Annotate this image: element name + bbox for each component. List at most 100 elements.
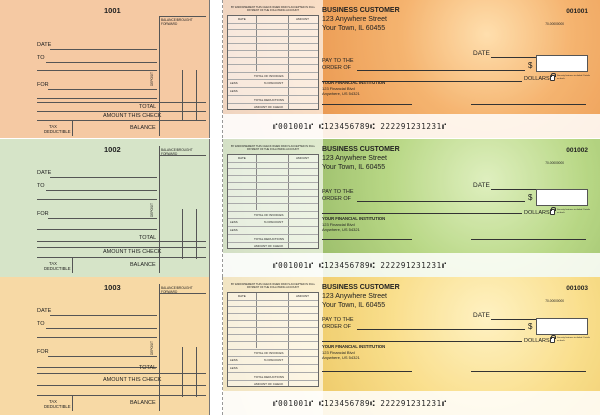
payee-line[interactable] [357,329,525,330]
business-name: BUSINESS CUSTOMER [322,284,400,291]
divider [159,16,160,120]
check-row-2: 1002 BALANCE/BROUGHT FORWARD DATE TO FOR… [0,139,600,277]
voucher-line [228,36,318,37]
signature-line[interactable] [471,371,586,372]
to-line[interactable] [46,328,157,329]
micr-line: ⑈001001⑈ ⑆123456789⑆ 222291231231⑈ [273,261,447,270]
date-line[interactable] [50,315,157,316]
check-date-line[interactable] [491,319,537,320]
less-label: LESS [230,81,238,85]
security-note: Security features included. Details on b… [557,209,591,214]
amount-words-line[interactable] [322,81,522,82]
divider [37,241,206,242]
dollar-sign: $ [528,61,533,70]
business-name: BUSINESS CUSTOMER [322,146,400,153]
to-line[interactable] [46,190,157,191]
signature-line[interactable] [471,239,586,240]
to-line-2[interactable] [37,337,157,338]
voucher-line [228,349,318,350]
voucher-line [228,306,318,307]
dollars-label: DOLLARS [524,338,550,344]
deposit-label: DEPOSIT [150,203,154,217]
deposit-label: DEPOSIT [150,72,154,86]
voucher-line [228,242,318,243]
divider [196,70,197,120]
for-line[interactable] [48,89,157,90]
divider [159,120,160,136]
for-label: FOR [37,211,49,217]
amount-box[interactable] [536,189,588,206]
pay-to-label: PAY TO THE ORDER OF [322,58,354,71]
micr-band [223,114,600,138]
divider [196,347,197,397]
less-label: LESS [230,89,238,93]
total-label: TOTAL [139,104,157,110]
date-line[interactable] [50,49,157,50]
voucher-table: DATE AMOUNT TOTAL OF INVOICES LESS % DIS… [227,154,319,249]
total-deductions-label: TOTAL DEDUCTIONS [254,237,284,241]
signature-line[interactable] [471,104,586,105]
to-label: TO [37,321,45,327]
check-date-line[interactable] [491,189,537,190]
amount-box[interactable] [536,318,588,335]
less-label: LESS [230,220,238,224]
voucher-line [228,50,318,51]
for-line[interactable] [48,356,157,357]
check-number: 001002 [566,147,588,154]
for-line[interactable] [48,218,157,219]
business-address-1: 123 Anywhere Street [322,293,387,300]
memo-line[interactable] [322,104,412,105]
voucher-line [228,334,318,335]
voucher-line [228,57,318,58]
amount-this-check-label: AMOUNT THIS CHECK [103,249,162,255]
voucher-header: BY ENDORSEMENT THIS CHECK WHEN PAID IS A… [230,6,316,12]
divider [72,395,73,411]
total-label: TOTAL [139,235,157,241]
for-line-2[interactable] [37,229,157,230]
amount-box[interactable] [536,55,588,72]
check-date-label: DATE [473,182,490,189]
check-date-label: DATE [473,50,490,57]
dollars-label: DOLLARS [524,76,550,82]
balance-label: BALANCE [130,262,156,268]
voucher-line [228,72,318,73]
business-address-2: Your Town, IL 60455 [322,25,386,32]
micr-band [223,253,600,277]
amount-words-line[interactable] [322,341,522,342]
voucher-amount-header: AMOUNT [296,294,309,298]
for-line-2[interactable] [37,98,157,99]
memo-line[interactable] [322,371,412,372]
divider [72,120,73,136]
check-stub: 1002 BALANCE/BROUGHT FORWARD DATE TO FOR… [0,139,210,277]
check-date-line[interactable] [491,57,537,58]
divider [159,284,160,397]
voucher-line [228,79,318,80]
payee-line[interactable] [357,201,525,202]
voucher-line [228,87,318,88]
amount-of-check-label: AMOUNT OF CHECK [254,244,284,248]
payee-line[interactable] [357,70,525,71]
divider [37,257,206,258]
micr-line: ⑈001001⑈ ⑆123456789⑆ 222291231231⑈ [273,122,447,131]
stub-number: 1001 [104,6,121,15]
to-line[interactable] [46,62,157,63]
memo-line[interactable] [322,239,412,240]
balance-forward-label: BALANCE/BROUGHT FORWARD [161,286,193,294]
less-label: LESS [230,366,238,370]
voucher-line [228,162,318,163]
to-line-2[interactable] [37,199,157,200]
bank-name: YOUR FINANCIAL INSTITUTION [322,80,386,85]
to-line-2[interactable] [37,70,157,71]
date-line[interactable] [50,177,157,178]
voucher-table: DATE AMOUNT TOTAL OF INVOICES LESS % DIS… [227,292,319,387]
padlock-icon [550,73,556,81]
for-line-2[interactable] [37,367,157,368]
divider [159,146,160,259]
divider [159,155,206,156]
routing-fraction: 70-00000000 [545,22,564,26]
amount-words-line[interactable] [322,213,522,214]
micr-line: ⑈001001⑈ ⑆123456789⑆ 222291231231⑈ [273,399,447,408]
for-label: FOR [37,82,49,88]
amount-this-check-label: AMOUNT THIS CHECK [103,377,162,383]
balance-forward-label: BALANCE/BROUGHT FORWARD [161,148,193,156]
